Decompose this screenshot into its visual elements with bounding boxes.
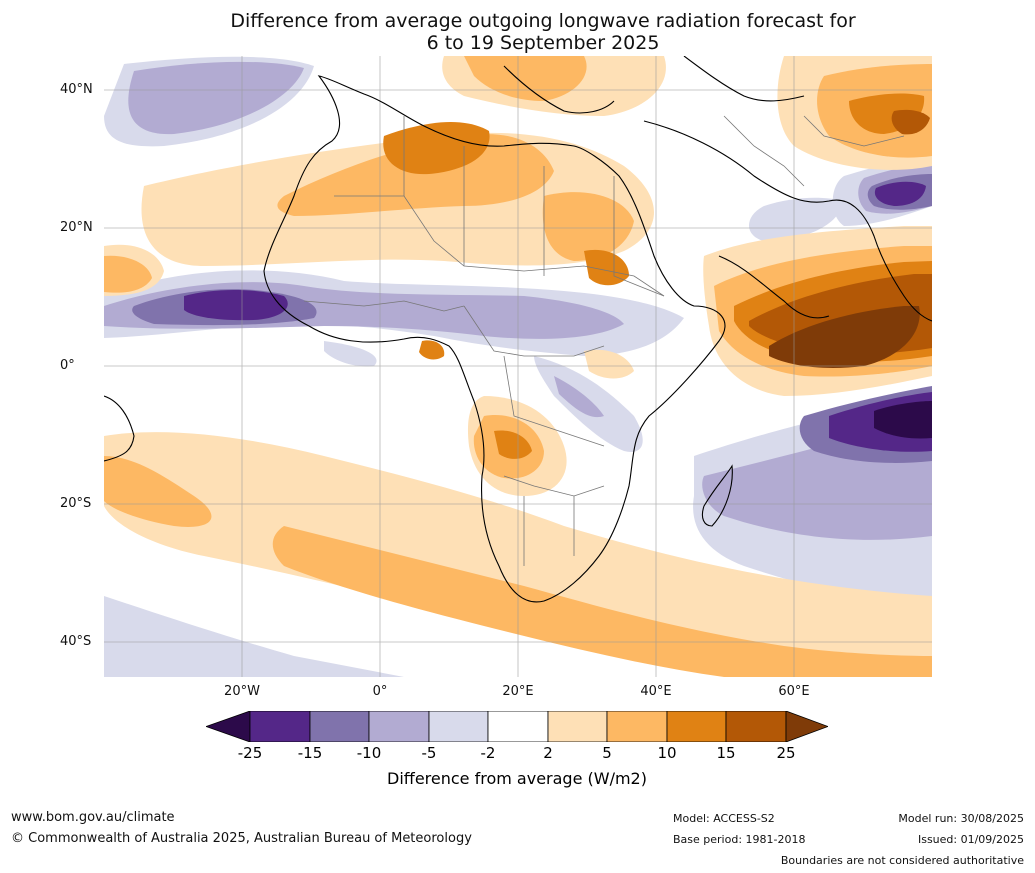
colorbar-tick: -5 (421, 744, 437, 762)
lon-label-40e: 40°E (640, 684, 672, 699)
footer-website[interactable]: www.bom.gov.au/climate (11, 810, 175, 825)
colorbar-segment (666, 711, 727, 742)
colorbar-tick: 10 (657, 744, 677, 762)
colorbar-segment (547, 711, 608, 742)
lat-label-20s: 20°S (60, 496, 92, 511)
title-line-1: Difference from average outgoing longwav… (230, 10, 856, 32)
lon-label-20w: 20°W (224, 684, 260, 699)
map-title: Difference from average outgoing longwav… (104, 10, 982, 54)
lon-label-0: 0° (372, 684, 388, 699)
colorbar-tick: 5 (602, 744, 612, 762)
coastlines (104, 56, 932, 603)
colorbar-extend-low (206, 711, 251, 742)
colorbar-segment (725, 711, 787, 742)
colorbar-extend-high (785, 711, 828, 742)
negative-anomaly-extreme (874, 401, 932, 439)
footer-copyright: © Commonwealth of Australia 2025, Austra… (11, 831, 472, 846)
lon-label-20e: 20°E (502, 684, 534, 699)
colorbar-tick: 2 (543, 744, 553, 762)
footer-disclaimer: Boundaries are not considered authoritat… (780, 854, 1024, 867)
colorbar (206, 711, 828, 742)
lon-label-60e: 60°E (778, 684, 810, 699)
colorbar-segment (309, 711, 370, 742)
footer-model: Model: ACCESS-S2 (673, 812, 775, 825)
colorbar-tick: 15 (716, 744, 736, 762)
colorbar-tick: -15 (297, 744, 323, 762)
colorbar-label: Difference from average (W/m2) (387, 769, 647, 788)
colorbar-tick: -2 (480, 744, 496, 762)
colorbar-tick: -10 (356, 744, 382, 762)
colorbar-segment (487, 711, 549, 742)
footer-base-period: Base period: 1981-2018 (673, 833, 806, 846)
footer-model-run: Model run: 30/08/2025 (898, 812, 1024, 825)
colorbar-tick: -25 (237, 744, 263, 762)
colorbar-segment (249, 711, 311, 742)
lat-label-40s: 40°S (60, 634, 92, 649)
title-line-2: 6 to 19 September 2025 (426, 32, 660, 54)
positive-anomaly-extreme (769, 306, 920, 368)
colorbar-segment (606, 711, 668, 742)
lat-label-0: 0° (60, 358, 75, 373)
map-canvas (104, 56, 932, 677)
footer-issued: Issued: 01/09/2025 (917, 833, 1024, 846)
lat-label-20n: 20°N (60, 220, 93, 235)
country-borders (303, 115, 905, 566)
graticule (104, 56, 932, 677)
lat-label-40n: 40°N (60, 82, 93, 97)
colorbar-segment (368, 711, 430, 742)
anomaly-map (104, 56, 932, 677)
colorbar-segment (428, 711, 489, 742)
colorbar-tick: 25 (776, 744, 796, 762)
